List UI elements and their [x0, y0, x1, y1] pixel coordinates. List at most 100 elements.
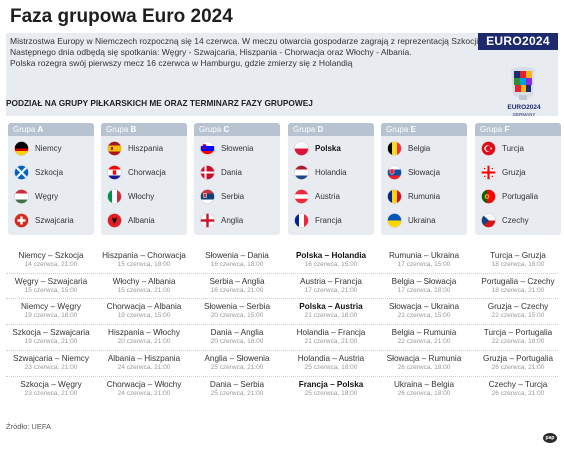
match-date: 18 czerwca, 21:00 — [491, 287, 545, 294]
match-date: 19 czerwca, 21:00 — [24, 338, 78, 345]
team-row: Serbia — [194, 184, 280, 208]
match-date: 24 czerwca, 21:00 — [117, 390, 171, 397]
row-separator — [6, 324, 558, 325]
team-row: Turcja — [475, 136, 561, 160]
match-teams: Słowacja – Rumunia — [386, 354, 462, 363]
match-date: 26 czerwca, 18:00 — [397, 390, 451, 397]
georgia-flag-icon — [481, 164, 502, 180]
match-item: Hiszpania – Włochy 20 czerwca, 21:00 — [98, 328, 190, 346]
match-teams: Belgia – Rumunia — [391, 328, 457, 337]
group-card-e: Grupa E Belgia Słowacja Rumunia Ukraina — [381, 123, 467, 235]
match-teams: Albania – Hiszpania — [107, 354, 181, 363]
match-teams: Francja – Polska — [298, 380, 364, 389]
match-teams: Słowacja – Ukraina — [388, 302, 460, 311]
match-date: 26 czerwca, 21:00 — [491, 390, 545, 397]
match-date: 14 czerwca, 21:00 — [24, 261, 78, 268]
match-item: Holandia – Austria 25 czerwca, 18:00 — [285, 354, 377, 372]
match-date: 18 czerwca, 18:00 — [491, 261, 545, 268]
ukraine-flag-icon — [387, 212, 408, 228]
team-name: Szkocja — [35, 167, 64, 177]
match-date: 23 czerwca, 21:00 — [24, 364, 78, 371]
team-name: Serbia — [221, 191, 245, 201]
italy-flag-icon — [107, 188, 128, 204]
team-name: Belgia — [408, 143, 431, 153]
team-name: Ukraina — [408, 215, 436, 225]
match-date: 21 czerwca, 15:00 — [397, 312, 451, 319]
match-teams: Włochy – Albania — [112, 277, 176, 286]
match-item: Polska – Austria 21 czerwca, 18:00 — [285, 302, 377, 320]
match-date: 22 czerwca, 18:00 — [491, 338, 545, 345]
slovenia-flag-icon — [200, 140, 221, 156]
team-name: Francja — [315, 215, 342, 225]
group-card-d: Grupa D Polska Holandia Austria Francja — [288, 123, 374, 235]
match-date: 17 czerwca, 21:00 — [304, 287, 358, 294]
match-date: 21 czerwca, 18:00 — [304, 312, 358, 319]
group-letter: E — [410, 125, 416, 134]
intro-line: Polska rozegra swój pierwszy mecz 16 cze… — [10, 58, 353, 68]
portugal-flag-icon — [481, 188, 502, 204]
team-row: Hiszpania — [101, 136, 187, 160]
team-row: Albania — [101, 208, 187, 232]
netherlands-flag-icon — [294, 164, 315, 180]
team-row: Polska — [288, 136, 374, 160]
group-prefix: Grupa — [13, 125, 38, 134]
match-date: 23 czerwca, 21:00 — [24, 390, 78, 397]
match-teams: Belgia – Słowacja — [391, 277, 457, 286]
team-row: Czechy — [475, 208, 561, 232]
match-teams: Dania – Anglia — [210, 328, 264, 337]
team-name: Austria — [315, 191, 340, 201]
match-item: Holandia – Francja 21 czerwca, 21:00 — [285, 328, 377, 346]
match-teams: Węgry – Szwajcaria — [14, 277, 88, 286]
team-name: Gruzja — [502, 167, 526, 177]
intro-text: Mistrzostwa Europy w Niemczech rozpoczną… — [10, 36, 481, 69]
team-row: Holandia — [288, 160, 374, 184]
match-date: 26 czerwca, 21:00 — [491, 364, 545, 371]
group-header: Grupa B — [101, 123, 187, 136]
poland-flag-icon — [294, 140, 315, 156]
match-teams: Austria – Francja — [300, 277, 362, 286]
match-item: Gruzja – Portugalia 26 czerwca, 21:00 — [472, 354, 564, 372]
logo-label: EURO2024 GERMANY — [494, 104, 554, 118]
team-name: Słowenia — [221, 143, 254, 153]
match-item: Szkocja – Węgry 23 czerwca, 21:00 — [5, 380, 97, 398]
match-date: 15 czerwca, 21:00 — [117, 287, 171, 294]
group-card-a: Grupa A Niemcy Szkocja Węgry Szwajcaria — [8, 123, 94, 235]
match-item: Węgry – Szwajcaria 15 czerwca, 15:00 — [5, 277, 97, 295]
match-teams: Hiszpania – Chorwacja — [102, 251, 186, 260]
match-teams: Słowenia – Serbia — [204, 302, 270, 311]
match-teams: Niemcy – Szkocja — [18, 251, 84, 260]
match-teams: Ukraina – Belgia — [393, 380, 455, 389]
group-card-f: Grupa F Turcja Gruzja Portugalia Czechy — [475, 123, 561, 235]
match-item: Dania – Serbia 25 czerwca, 21:00 — [191, 380, 283, 398]
team-row: Francja — [288, 208, 374, 232]
switzerland-flag-icon — [14, 212, 35, 228]
group-letter: D — [317, 125, 324, 134]
logo-sub: GERMANY — [512, 112, 536, 117]
match-teams: Holandia – Francja — [296, 328, 366, 337]
match-item: Słowenia – Serbia 20 czerwca, 15:00 — [191, 302, 283, 320]
match-teams: Szwajcaria – Niemcy — [13, 354, 89, 363]
match-date: 20 czerwca, 15:00 — [210, 312, 264, 319]
team-name: Turcja — [502, 143, 524, 153]
match-date: 20 czerwca, 18:00 — [210, 338, 264, 345]
intro-line: Następnego dnia odbędą się spotkania: Wę… — [10, 47, 412, 57]
match-date: 15 czerwca, 18:00 — [117, 261, 171, 268]
scotland-flag-icon — [14, 164, 35, 180]
row-separator — [6, 273, 558, 274]
turkey-flag-icon — [481, 140, 502, 156]
denmark-flag-icon — [200, 164, 221, 180]
group-letter: F — [504, 125, 510, 134]
germany-flag-icon — [14, 140, 35, 156]
match-teams: Dania – Serbia — [209, 380, 265, 389]
match-item: Belgia – Słowacja 17 czerwca, 18:00 — [378, 277, 470, 295]
match-item: Hiszpania – Chorwacja 15 czerwca, 18:00 — [98, 251, 190, 269]
spain-flag-icon — [107, 140, 128, 156]
team-row: Austria — [288, 184, 374, 208]
match-date: 21 czerwca, 21:00 — [304, 338, 358, 345]
match-item: Chorwacja – Włochy 24 czerwca, 21:00 — [98, 380, 190, 398]
group-prefix: Grupa — [293, 125, 318, 134]
czechia-flag-icon — [481, 212, 502, 228]
logo-name: EURO2024 — [507, 104, 541, 111]
team-name: Polska — [315, 143, 341, 153]
intro-line: Mistrzostwa Europy w Niemczech rozpoczną… — [10, 36, 481, 46]
